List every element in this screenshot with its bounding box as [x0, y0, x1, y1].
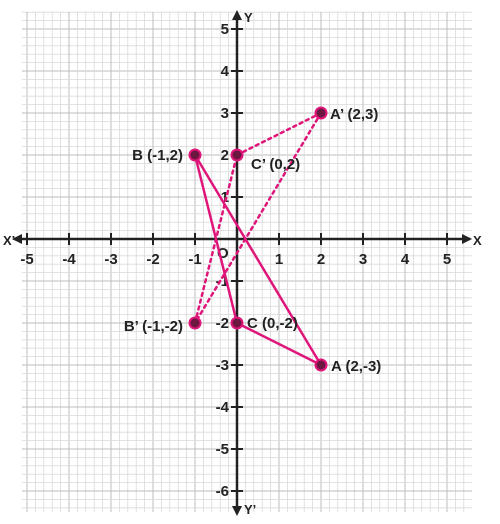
- x-tick-label: 4: [401, 251, 410, 268]
- x-axis-negative-label: X’: [3, 233, 15, 248]
- y-axis-negative-label: Y’: [244, 502, 256, 517]
- y-tick-label: 1: [221, 189, 229, 206]
- x-tick-label: 2: [317, 251, 325, 268]
- point-c: [230, 316, 244, 330]
- point-label: A (2,-3): [331, 358, 381, 375]
- triangles: [193, 111, 323, 367]
- grid: [22, 11, 472, 512]
- point-label: C’ (0,2): [251, 156, 300, 173]
- axes: [12, 10, 472, 516]
- point-label: C (0,-2): [247, 315, 298, 332]
- x-tick-label: -2: [146, 251, 159, 268]
- y-tick-label: -3: [216, 357, 229, 374]
- x-tick-label: -3: [104, 251, 117, 268]
- y-tick-label: -4: [216, 399, 230, 416]
- point-label: B (-1,2): [132, 147, 183, 164]
- x-axis-arrow-right: [462, 234, 472, 244]
- point-b: [188, 148, 202, 162]
- y-axis-label: Y: [244, 10, 253, 25]
- point-label: B’ (-1,-2): [124, 318, 183, 335]
- triangle-edge: [235, 111, 323, 157]
- y-tick-label: 4: [221, 63, 230, 80]
- y-tick-label: 2: [221, 147, 229, 164]
- point-b1: [188, 316, 202, 330]
- point-a1: [314, 106, 328, 120]
- y-tick-label: -5: [216, 441, 229, 458]
- y-tick-label: 3: [221, 105, 229, 122]
- triangle-edge: [193, 111, 323, 325]
- x-tick-label: -4: [62, 251, 76, 268]
- x-tick-label: 5: [443, 251, 451, 268]
- x-axis-arrow-left: [12, 234, 22, 244]
- y-axis-arrow-down: [232, 506, 242, 516]
- x-tick-label: -1: [188, 251, 201, 268]
- point-label: A’ (2,3): [330, 106, 378, 123]
- triangle-edge: [193, 153, 323, 367]
- x-axis-label: X: [473, 233, 482, 248]
- x-tick-label: -5: [20, 251, 33, 268]
- y-tick-label: 5: [221, 21, 229, 38]
- x-tick-label: 3: [359, 251, 367, 268]
- y-tick-label: -2: [216, 315, 229, 332]
- point-c1: [230, 148, 244, 162]
- point-a: [314, 358, 328, 372]
- triangle-edge: [193, 153, 239, 325]
- points: A (2,-3) B (-1,2) C (0,-2) A’ (2,3) B’ (-1,-…: [124, 106, 381, 375]
- y-axis-arrow-up: [232, 10, 242, 20]
- triangle-edge: [235, 321, 323, 367]
- x-tick-label: 1: [275, 251, 283, 268]
- y-tick-label: -6: [216, 483, 229, 500]
